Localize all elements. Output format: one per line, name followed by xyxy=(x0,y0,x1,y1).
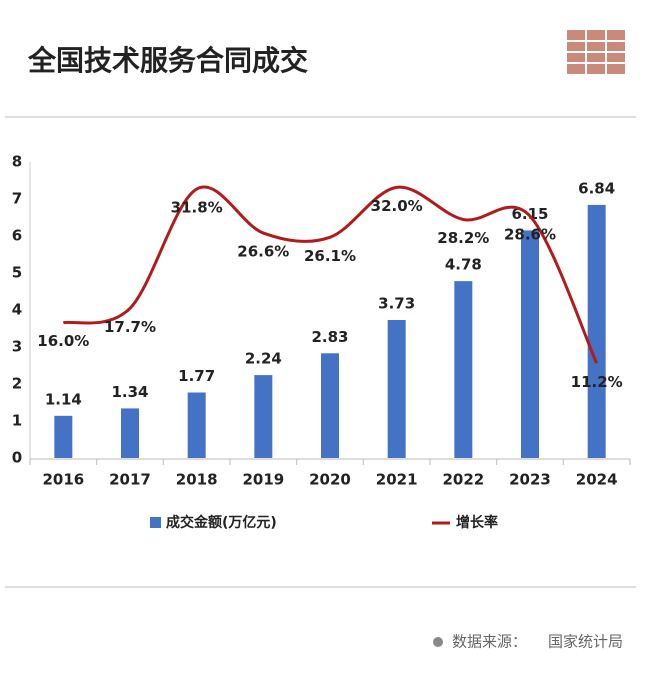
line-label: 32.0% xyxy=(371,197,423,215)
y-tick-label: 6 xyxy=(12,227,22,245)
bar-label: 1.77 xyxy=(178,367,215,385)
source-dot xyxy=(433,637,443,647)
line-label: 26.1% xyxy=(304,247,356,265)
x-tick-label: 2024 xyxy=(576,471,618,489)
chart-title: 全国技术服务合同成交 xyxy=(27,44,308,77)
bar xyxy=(521,230,539,458)
table-icon xyxy=(567,30,625,74)
line-label: 28.6% xyxy=(504,226,556,244)
bar-label: 1.34 xyxy=(111,383,148,401)
bar-label: 2.24 xyxy=(245,350,282,368)
y-tick-label: 5 xyxy=(12,264,22,282)
bar-label: 2.83 xyxy=(311,328,348,346)
y-tick-label: 2 xyxy=(12,375,22,393)
x-tick-label: 2017 xyxy=(109,471,151,489)
x-tick-label: 2020 xyxy=(309,471,351,489)
bar xyxy=(587,204,606,458)
line-label: 17.7% xyxy=(104,318,156,336)
bar-label: 3.73 xyxy=(378,294,415,312)
x-tick-label: 2021 xyxy=(376,471,418,489)
line-label: 28.2% xyxy=(437,229,489,247)
bar xyxy=(454,281,473,458)
y-tick-label: 8 xyxy=(12,153,22,171)
x-tick-label: 2022 xyxy=(442,471,484,489)
legend-label: 成交金额(万亿元) xyxy=(166,514,277,531)
y-tick-label: 4 xyxy=(12,301,22,319)
bar-label: 1.14 xyxy=(45,390,82,408)
bar xyxy=(54,415,73,458)
x-tick-label: 2016 xyxy=(42,471,84,489)
x-tick-label: 2023 xyxy=(509,471,551,489)
bar-label: 4.78 xyxy=(445,256,482,274)
x-tick-label: 2019 xyxy=(242,471,284,489)
bar xyxy=(121,408,139,458)
bar xyxy=(387,319,406,458)
bar xyxy=(187,392,206,458)
icon-lines xyxy=(567,30,625,74)
line-label: 11.2% xyxy=(571,373,623,391)
source-label: 数据来源： xyxy=(452,633,527,651)
line-label: 31.8% xyxy=(171,199,223,217)
y-tick-label: 1 xyxy=(12,412,22,430)
x-tick-label: 2018 xyxy=(176,471,218,489)
growth-line xyxy=(63,185,599,364)
bar xyxy=(321,353,339,458)
legend-swatch xyxy=(150,517,161,528)
bar xyxy=(254,375,273,458)
line-label: 26.6% xyxy=(237,243,289,261)
bar-label: 6.84 xyxy=(578,179,615,197)
y-tick-label: 7 xyxy=(12,190,22,208)
y-tick-label: 0 xyxy=(12,449,22,467)
y-tick-label: 3 xyxy=(12,338,22,356)
legend-label: 增长率 xyxy=(456,514,498,531)
source: 国家统计局 xyxy=(548,633,623,651)
line-label: 16.0% xyxy=(37,332,89,350)
